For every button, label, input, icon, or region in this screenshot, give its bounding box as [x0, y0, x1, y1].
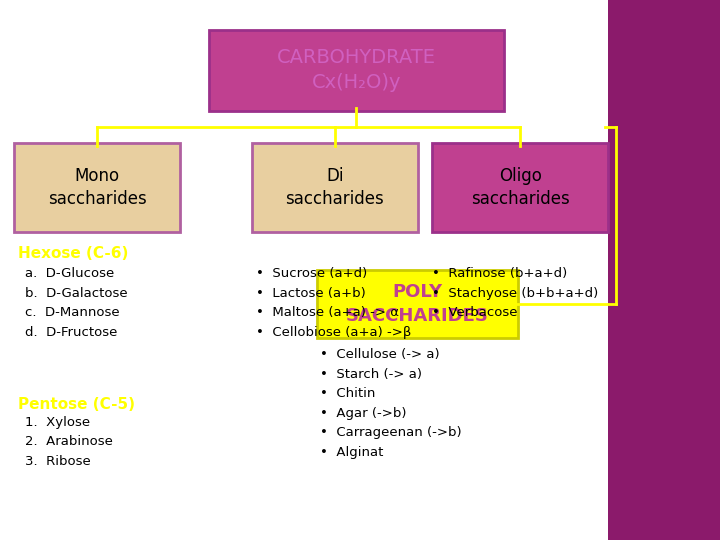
Bar	[608, 0, 720, 540]
FancyBboxPatch shape	[14, 143, 180, 232]
FancyBboxPatch shape	[432, 143, 608, 232]
Text: •  Rafinose (b+a+d)
•  Stachyose (b+b+a+d)
•  Verbacose: • Rafinose (b+a+d) • Stachyose (b+b+a+d)…	[432, 267, 598, 319]
Text: CARBOHYDRATE
Cx(H₂O)y: CARBOHYDRATE Cx(H₂O)y	[277, 48, 436, 92]
Text: Di
saccharides: Di saccharides	[285, 167, 384, 208]
Text: Hexose (C-6): Hexose (C-6)	[18, 246, 128, 261]
FancyBboxPatch shape	[252, 143, 418, 232]
Text: •  Sucrose (a+d)
•  Lactose (a+b)
•  Maltose (a+a) -> α
•  Cellobiose (a+a) ->β: • Sucrose (a+d) • Lactose (a+b) • Maltos…	[256, 267, 411, 339]
FancyBboxPatch shape	[209, 30, 504, 111]
Text: POLY
SACCHARIDES: POLY SACCHARIDES	[346, 283, 489, 325]
FancyBboxPatch shape	[317, 270, 518, 338]
Text: 1.  Xylose
2.  Arabinose
3.  Ribose: 1. Xylose 2. Arabinose 3. Ribose	[25, 416, 113, 468]
Text: Pentose (C-5): Pentose (C-5)	[18, 397, 135, 412]
Text: Mono
saccharides: Mono saccharides	[48, 167, 147, 208]
Text: a.  D-Glucose
b.  D-Galactose
c.  D-Mannose
d.  D-Fructose: a. D-Glucose b. D-Galactose c. D-Mannose…	[25, 267, 128, 339]
Text: Oligo
saccharides: Oligo saccharides	[471, 167, 570, 208]
Text: •  Cellulose (-> a)
•  Starch (-> a)
•  Chitin
•  Agar (->b)
•  Carrageenan (->b: • Cellulose (-> a) • Starch (-> a) • Chi…	[320, 348, 462, 459]
